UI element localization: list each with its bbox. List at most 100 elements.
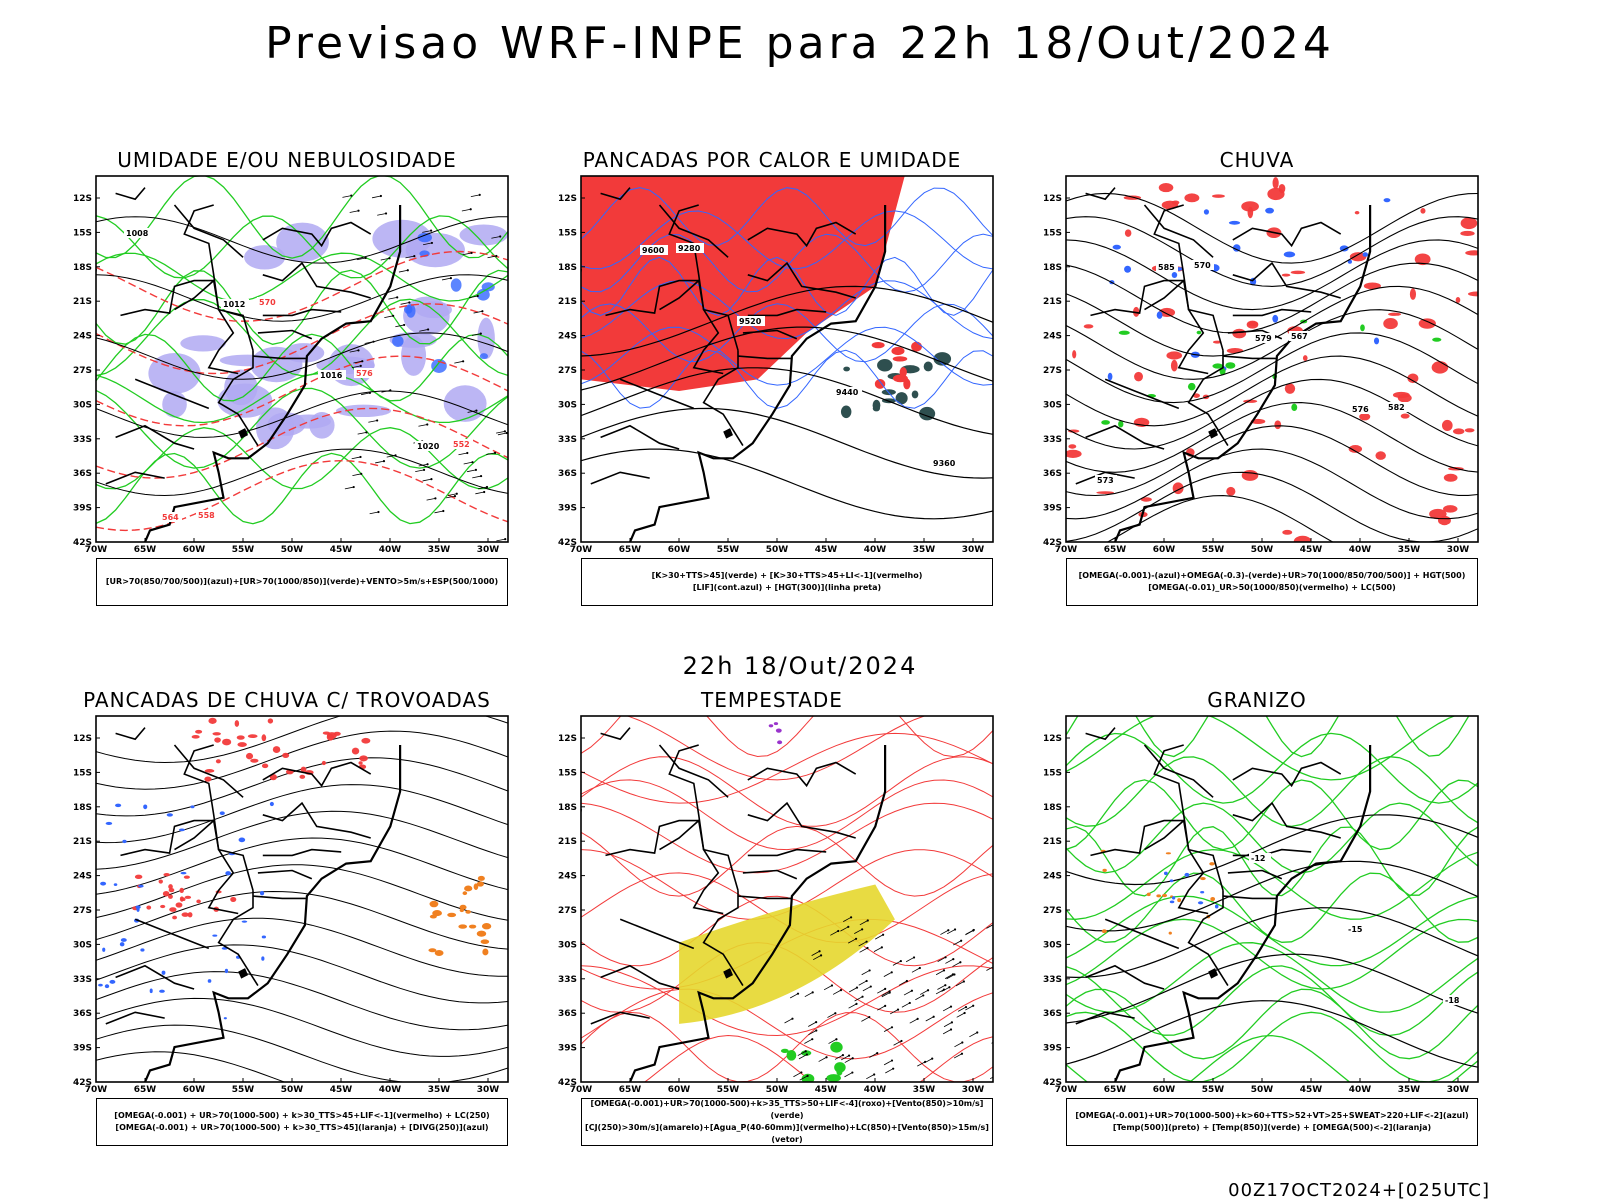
lat-tick-label: 36S [558,1009,577,1019]
omega-strong-area [1432,337,1442,342]
omega-weak-area [1272,314,1279,323]
legend-line: [OMEGA(-0.001)+UR>70(1000-500)+k>60+TTS>… [1075,1111,1469,1120]
humidity-1000-850-contour [96,372,508,424]
lon-tick-label: 45W [815,545,838,555]
wind850-vector [808,1030,817,1036]
wind850-vector [898,980,908,986]
lat-tick-label: 33S [1043,975,1062,985]
wind-vector [422,478,432,482]
lat-tick-label: 21S [558,837,577,847]
storm-area [272,746,281,754]
wind-vector-head [481,310,484,313]
wind-vector [384,315,394,319]
wind-vector-head [503,430,506,433]
hgt500-contour [1066,192,1478,264]
omega500-area [1209,862,1215,866]
precipitable-water-contour [625,716,993,781]
storm-area [175,902,183,908]
hgt300-contour [581,367,993,435]
storm-area [250,758,259,763]
lon-tick-label: 70W [85,545,108,555]
humidity-core-area [479,353,488,360]
wind-vector-head [357,209,360,212]
political-border [257,869,313,880]
divergence-area [180,871,187,875]
wind850-vector-head [910,989,914,992]
wind850-vector-head [944,984,947,987]
storm-area [359,755,368,762]
contour-label-bg [318,370,346,380]
wind850-vector-head [835,1038,838,1041]
omega500-area [1162,893,1168,898]
wind850-vector-head [850,916,853,919]
wind850-area [801,1050,812,1056]
wind850-vector [903,990,913,996]
lon-tick-label: 50W [281,1085,304,1095]
wind-vector-head [476,294,479,298]
contour-label: 552 [453,440,470,449]
political-border [134,378,210,410]
wind-vector-head [357,349,360,352]
storm-area [261,734,267,742]
lon-tick-label: 70W [85,1085,108,1095]
wind850-vector-head [880,946,883,949]
humidity-core-area [403,304,413,314]
political-border [600,187,631,201]
wind-vector-head [426,423,429,426]
lat-tick-label: 42S [73,1078,92,1088]
temp500-contour [1066,814,1478,886]
omega-humidity-area [1407,373,1419,384]
wind-vector [446,495,456,499]
lon-tick-label: 30W [477,545,500,555]
storm-area [181,912,189,917]
omega-strong-area [1360,324,1365,332]
hail-area [1171,896,1176,900]
divergence-area [98,983,103,987]
contour-label-bg [1386,402,1408,412]
humidity-core-area [450,278,462,292]
wind-vector-head [376,419,379,422]
lat-tick-label: 27S [558,366,577,376]
wind850-vector [937,956,946,962]
omega-humidity-area [1348,445,1363,453]
contour-label-bg [1346,924,1368,934]
streamline-250 [96,730,508,790]
wind-vector [418,424,428,427]
wind850-vector [944,973,954,979]
wind-vector-head [408,301,411,304]
wind-vector [486,452,496,456]
temp850-contour [1066,988,1478,1060]
legend-box: [K>30+TTS>45](verde) + [K>30+TTS>45+LI<-… [581,558,993,606]
contour-label: 9520 [739,317,762,326]
political-border [262,221,372,248]
wind-vector-head [499,235,502,238]
political-border [262,761,372,788]
li-unstable-area [891,346,905,356]
omega-humidity-area [1281,273,1291,277]
political-border [1232,848,1312,857]
divergence-area [241,920,248,923]
wind850-vector-head [815,1029,818,1032]
contour-label: 9600 [642,246,665,255]
lon-tick-label: 50W [766,545,789,555]
wind-vector [422,230,432,233]
lon-tick-label: 70W [1055,1085,1078,1095]
contour-label-bg [1253,333,1275,343]
political-border [1090,819,1184,857]
storm-area [160,904,166,909]
wind850-vector-head [819,954,823,957]
divergence-area [143,804,148,810]
pressure-contour [96,332,508,380]
precipitable-water-contour [581,802,993,874]
lat-tick-label: 30S [558,400,577,410]
wind850-vector [877,1005,886,1011]
wind850-vector-head [944,956,947,959]
omega-weak-area [1283,251,1296,258]
wind850-area [780,1048,789,1054]
contour-label-bg [931,458,959,468]
lat-tick-label: 21S [558,297,577,307]
wind850-vector [818,1056,827,1062]
contour-label-bg [415,441,443,451]
omega-humidity-area [1431,361,1449,374]
storm-area [267,718,274,724]
